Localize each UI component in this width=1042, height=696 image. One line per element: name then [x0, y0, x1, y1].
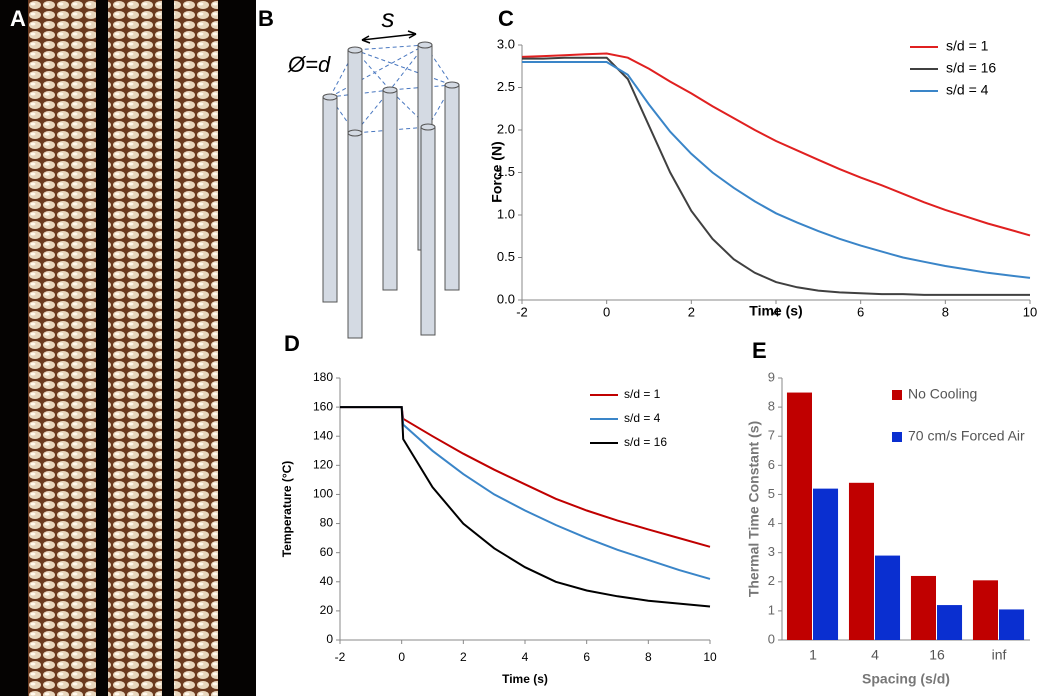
- y-axis-title: Thermal Time Constant (s): [746, 421, 762, 597]
- y-tick-label: 2.5: [497, 79, 515, 94]
- y-tick-label: 1.5: [497, 164, 515, 179]
- y-tick-label: 1: [768, 602, 775, 617]
- y-tick-label: 3: [768, 544, 775, 559]
- y-tick-label: 40: [320, 574, 334, 588]
- legend-swatch: [892, 432, 902, 442]
- y-tick-label: 3.0: [497, 36, 515, 51]
- x-tick-label: 4: [522, 650, 529, 664]
- x-tick-label: 4: [772, 304, 779, 319]
- x-tick-label: inf: [992, 647, 1007, 663]
- x-tick-label: 8: [942, 304, 949, 319]
- x-tick-label: -2: [516, 304, 528, 319]
- legend-label: s/d = 4: [624, 411, 661, 425]
- x-tick-label: 16: [929, 647, 945, 663]
- x-tick-label: 10: [703, 650, 717, 664]
- x-tick-label: 6: [857, 304, 864, 319]
- y-tick-label: 140: [313, 428, 333, 442]
- y-tick-label: 0: [768, 631, 775, 646]
- line-series: [522, 56, 1030, 296]
- line-series: [340, 406, 711, 608]
- x-axis-title: Time (s): [502, 672, 548, 686]
- bar: [972, 580, 998, 640]
- panel-label: B: [258, 6, 274, 31]
- y-axis-title: Force (N): [489, 141, 505, 202]
- legend-label: s/d = 1: [624, 387, 661, 401]
- y-tick-label: 180: [313, 370, 333, 384]
- legend-label: No Cooling: [908, 386, 977, 402]
- y-tick-label: 80: [320, 516, 334, 530]
- y-tick-label: 4: [768, 515, 775, 530]
- y-tick-label: 160: [313, 399, 333, 413]
- y-tick-label: 60: [320, 545, 334, 559]
- x-tick-label: 0: [603, 304, 610, 319]
- legend-label: s/d = 1: [946, 38, 989, 54]
- bar: [875, 555, 901, 640]
- x-tick-label: 2: [688, 304, 695, 319]
- x-tick-label: 6: [583, 650, 590, 664]
- bar: [937, 605, 963, 640]
- panel-label: D: [284, 331, 300, 356]
- bar: [848, 482, 874, 640]
- bar: [813, 488, 839, 640]
- y-tick-label: 9: [768, 369, 775, 384]
- x-tick-label: 4: [871, 647, 879, 663]
- line-series: [340, 406, 711, 548]
- x-tick-label: 2: [460, 650, 467, 664]
- y-tick-label: 5: [768, 486, 775, 501]
- panel-label: C: [498, 6, 514, 31]
- diameter-label: Ø=d: [287, 52, 331, 77]
- bar: [910, 575, 936, 640]
- y-axis-title: Temperature (°C): [280, 461, 294, 558]
- y-tick-label: 6: [768, 457, 775, 472]
- y-tick-label: 2: [768, 573, 775, 588]
- x-tick-label: 8: [645, 650, 652, 664]
- y-tick-label: 8: [768, 399, 775, 414]
- photo: [0, 0, 256, 696]
- y-tick-label: 120: [313, 458, 333, 472]
- line-series: [340, 406, 711, 580]
- y-tick-label: 0: [326, 632, 333, 646]
- x-tick-label: 0: [398, 650, 405, 664]
- x-axis-title: Spacing (s/d): [862, 671, 950, 687]
- x-axis-title: Time (s): [749, 303, 802, 319]
- y-tick-label: 0.0: [497, 291, 515, 306]
- legend-label: s/d = 16: [946, 60, 996, 76]
- chart: 0.0 0.5 1.0 1.5 2.0 2.5 3.0 Force (N) Time (s) -2…: [489, 36, 1038, 319]
- legend-label: s/d = 4: [946, 82, 989, 98]
- legend-label: 70 cm/s Forced Air: [908, 428, 1025, 444]
- y-tick-label: 0.5: [497, 249, 515, 264]
- panel-label: E: [752, 338, 767, 363]
- y-tick-label: 1.0: [497, 206, 515, 221]
- legend-label: s/d = 16: [624, 435, 667, 449]
- cylinder-diagram: [322, 30, 460, 339]
- chart: 0 1 2 3 4 5 6 7 8 9 Thermal Time Constant (s) Spaci…: [746, 369, 1030, 687]
- x-tick-label: 10: [1023, 304, 1037, 319]
- panel-label: A: [10, 6, 26, 31]
- x-tick-label: -2: [335, 650, 346, 664]
- y-tick-label: 20: [320, 603, 334, 617]
- bar: [999, 609, 1025, 640]
- x-tick-label: 1: [809, 647, 817, 663]
- y-tick-label: 2.0: [497, 121, 515, 136]
- y-tick-label: 100: [313, 487, 333, 501]
- y-tick-label: 7: [768, 428, 775, 443]
- bar: [786, 392, 812, 640]
- line-series: [521, 52, 1031, 237]
- legend-swatch: [892, 390, 902, 400]
- line-series: [522, 61, 1031, 279]
- spacing-label: s: [382, 3, 395, 33]
